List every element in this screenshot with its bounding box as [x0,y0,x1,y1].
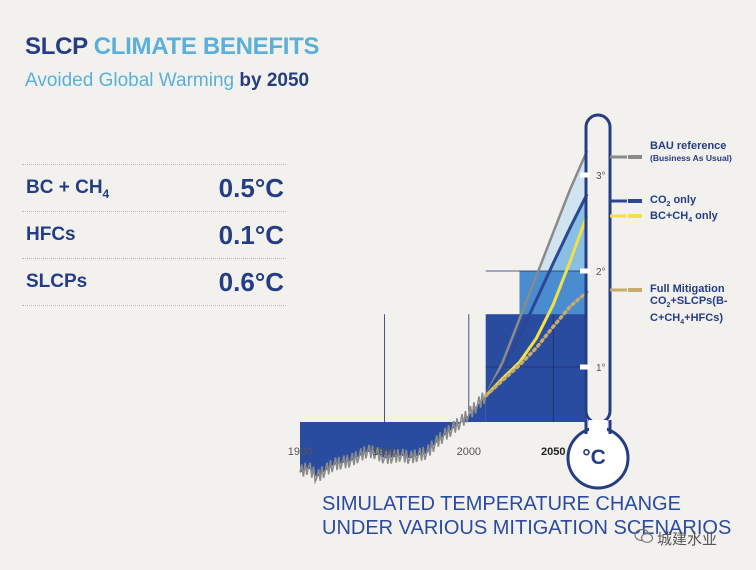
co2-line [484,193,589,397]
subtitle-part2: by 2050 [239,70,310,91]
title-part2: CLIMATE BENEFITS [93,33,320,60]
thermometer-neck [589,420,607,438]
legend-bcch4-a: BC+CH [650,210,689,222]
y-tick-mark [580,172,590,178]
title-part1: SLCP [25,33,88,60]
legend-bcch4: BC+CH4 only [650,210,718,227]
stat-value: 0.1°C [218,220,284,250]
scenario-bands [300,151,587,478]
stat-value: 0.6°C [218,267,284,297]
page-subtitle: Avoided Global Warming by 2050 [25,70,309,92]
watermark-text: 城建水业 [657,531,718,548]
y-tick-mark [580,364,590,370]
unit-label: °C [582,446,606,469]
stat-value: 0.5°C [218,173,284,203]
page-title: SLCP CLIMATE BENEFITS [25,33,319,61]
x-tick-label: 1900 [288,446,312,458]
scenario-lines [483,150,589,398]
legend-swatch-full [628,288,642,292]
caption-line1: SIMULATED TEMPERATURE CHANGE [322,493,681,515]
stat-label-sub: 4 [102,186,110,201]
x-axis-ticks: 1900 1950 2000 2050 [288,446,566,458]
y-tick-label: 3° [596,171,606,182]
observed-line [299,392,487,485]
legend-co2-b: only [670,194,697,206]
bau-line [484,150,589,397]
stat-label: BC + CH4 [26,177,109,201]
legend-co2-a: CO [650,194,667,206]
legend-swatch-bcch4 [628,214,642,218]
x-tick-label: 1950 [372,446,396,458]
stat-label: HFCs [26,224,76,245]
y-tick-mark [580,268,590,274]
legend-swatch-co2 [628,199,642,203]
legend-bau-line2: (Business As Usual) [650,153,732,163]
stat-row-slcps: SLCPs 0.6°C [22,258,286,306]
stat-label-main: BC + CH [26,177,103,198]
legend-bau-line1: BAU reference [650,140,727,152]
x-tick-label: 2000 [457,446,481,458]
legend-bau: BAU reference (Business As Usual) [650,140,732,164]
stat-row-hfcs: HFCs 0.1°C [22,211,286,258]
chart-caption: SIMULATED TEMPERATURE CHANGE UNDER VARIO… [322,492,742,540]
y-tick-label: 1° [596,363,606,374]
stat-label: SLCPs [26,271,88,292]
thermometer [566,113,630,490]
legend-co2-sub: 2 [666,201,671,209]
caption-line2: UNDER VARIOUS MITIGATION SCENARIOS [322,517,732,539]
full-mitigation-line [483,290,589,398]
legend-full-line2: CO2+SLCPs(B- [650,295,728,310]
legend-bcch4-b: only [692,210,718,222]
y-axis-ticks: 1° 2° 3° [580,171,606,374]
subtitle-part1: Avoided Global Warming [25,70,235,91]
legend-full-line1: Full Mitigation [650,283,725,295]
legend-bcch4-sub: 4 [688,217,693,225]
legend-full-line3: C+CH4+HFCs) [650,312,723,327]
stat-row-bcch4: BC + CH4 0.5°C [22,164,286,211]
legend-swatch-bau [628,155,642,159]
legend-full: Full Mitigation CO2+SLCPs(B- C+CH4+HFCs) [650,283,728,329]
x-tick-label: 2050 [541,446,565,458]
observed-series-group [299,392,487,485]
y-tick-label: 2° [596,267,606,278]
legend-co2: CO2 only [650,194,696,211]
wechat-icon [634,528,654,543]
